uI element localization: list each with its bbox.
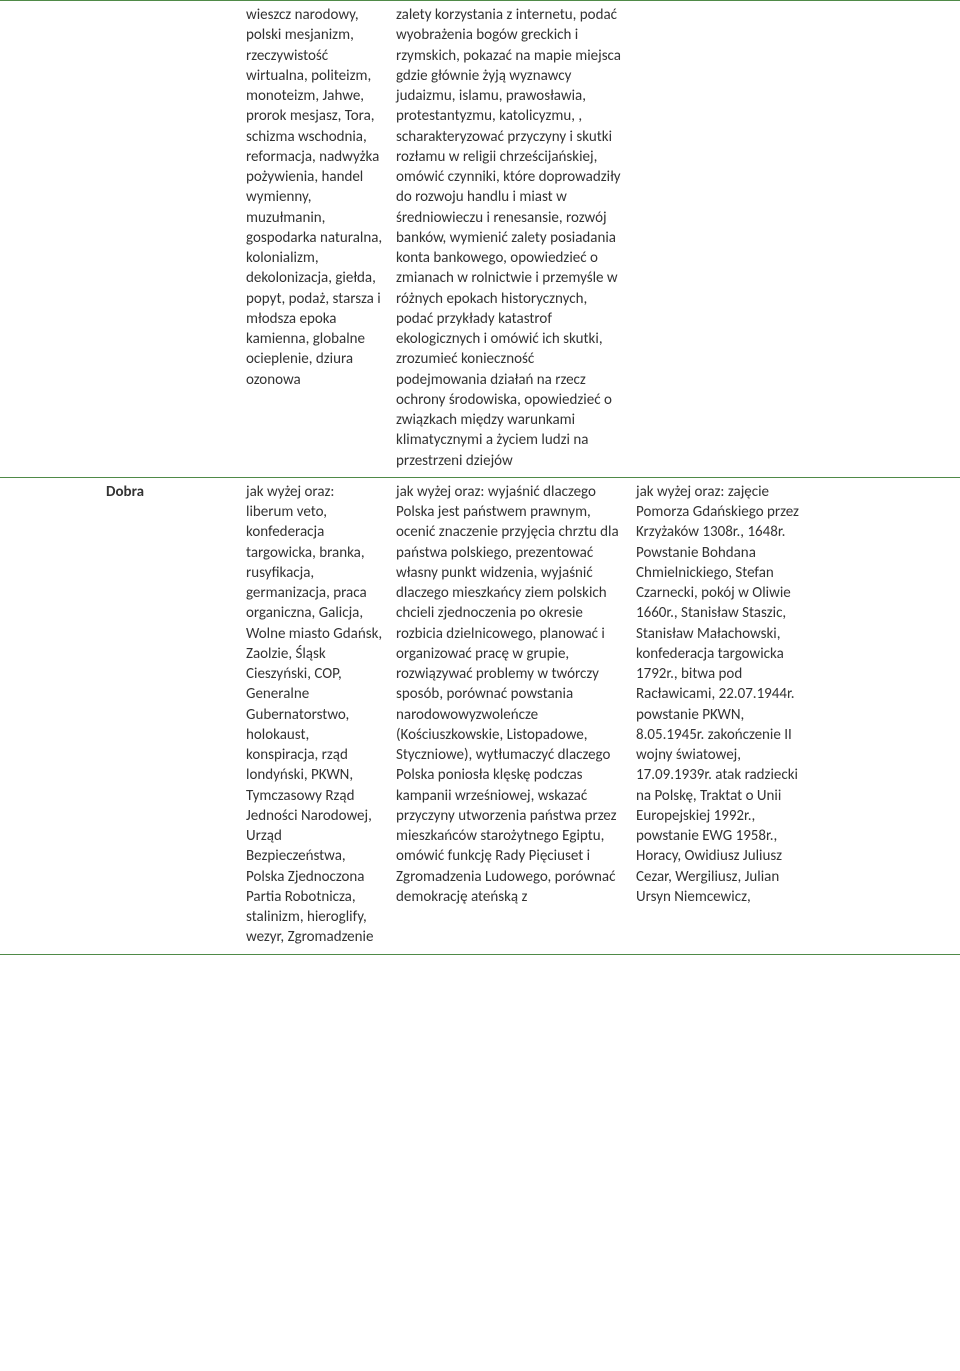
grade-requirements-table: wieszcz narodowy, polski mesjanizm, rzec…: [0, 0, 960, 955]
facts-cell: jak wyżej oraz: zajęcie Pomorza Gdańskie…: [630, 477, 820, 949]
skills-cell: zalety korzystania z internetu, podać wy…: [390, 1, 630, 473]
left-margin-cell: [0, 1, 100, 473]
facts-cell: [630, 1, 820, 473]
grade-label-cell: [100, 1, 240, 473]
document-page: wieszcz narodowy, polski mesjanizm, rzec…: [0, 0, 960, 955]
skills-cell: jak wyżej oraz: wyjaśnić dlaczego Polska…: [390, 477, 630, 949]
table-row: wieszcz narodowy, polski mesjanizm, rzec…: [0, 1, 960, 473]
left-margin-cell: [0, 477, 100, 949]
concepts-cell: wieszcz narodowy, polski mesjanizm, rzec…: [240, 1, 390, 473]
row-separator: [0, 950, 960, 955]
right-margin-cell: [820, 477, 960, 949]
right-margin-cell: [820, 1, 960, 473]
table-row: Dobra jak wyżej oraz: liberum veto, konf…: [0, 477, 960, 949]
grade-label: Dobra: [106, 483, 144, 501]
grade-label-cell: Dobra: [100, 477, 240, 949]
concepts-cell: jak wyżej oraz: liberum veto, konfederac…: [240, 477, 390, 949]
